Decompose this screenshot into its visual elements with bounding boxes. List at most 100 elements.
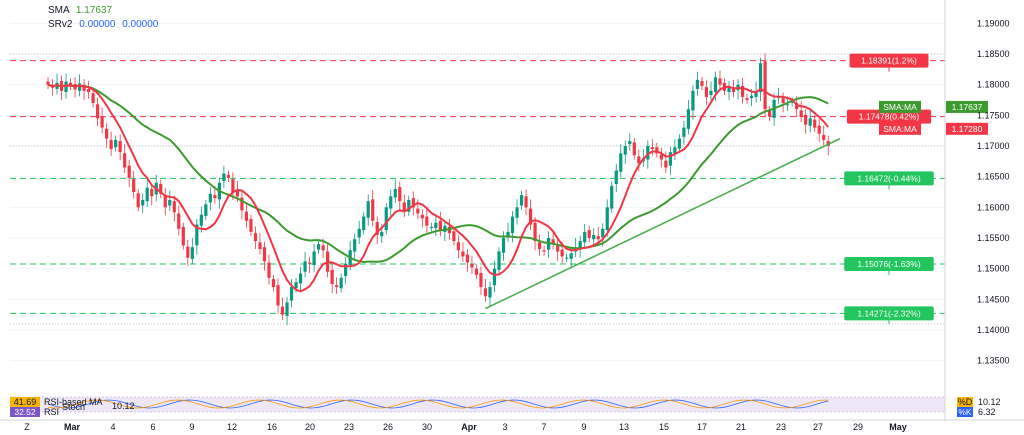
- candle-body: [749, 95, 754, 99]
- price-tick-label: 1.14000: [977, 325, 1010, 335]
- candle-body: [262, 247, 267, 262]
- candle-body: [587, 230, 591, 238]
- candle-body: [258, 242, 262, 250]
- candle-body: [501, 238, 506, 253]
- time-tick-label: 26: [383, 422, 393, 432]
- candle-body: [344, 263, 348, 277]
- candlesticks: [46, 53, 830, 326]
- legend-sma-value: 1.17637: [75, 5, 113, 16]
- price-tick-label: 1.18000: [977, 80, 1010, 90]
- time-tick-label: 20: [305, 422, 315, 432]
- candle-body: [285, 302, 289, 316]
- legend-sma-row[interactable]: SMA 1.17637: [48, 4, 158, 18]
- candle-body: [556, 245, 560, 252]
- candle-body: [362, 216, 366, 231]
- ma-name-tag: [879, 122, 921, 135]
- osc-k-label-tag: [957, 407, 973, 417]
- time-tick-label: 6: [150, 422, 155, 432]
- candle-body: [307, 262, 312, 264]
- candle-body: [46, 81, 50, 85]
- candle-body: [515, 207, 519, 218]
- candle-body: [253, 233, 258, 242]
- price-tick-label: 1.15500: [977, 233, 1010, 243]
- candle-body: [303, 261, 307, 272]
- candle-body: [632, 142, 636, 156]
- candle-body: [226, 174, 230, 178]
- price-tick-label: 1.17000: [977, 141, 1010, 151]
- candle-body: [461, 251, 465, 257]
- candle-body: [276, 285, 280, 306]
- candle-body: [592, 234, 596, 240]
- candle-body: [560, 249, 564, 257]
- time-tick-label: 9: [581, 422, 586, 432]
- level-tag-text: 1.17478(0.42%): [859, 112, 920, 122]
- trendline[interactable]: [485, 137, 841, 310]
- legend-srv2-row[interactable]: SRv2 0.00000 0.00000: [48, 18, 158, 32]
- candle-body: [700, 80, 704, 86]
- candle-body: [551, 239, 555, 245]
- candle-body: [366, 201, 370, 218]
- legend-sma-label: SMA: [48, 5, 70, 16]
- level-tag-text: 1.18391(1.2%): [861, 56, 917, 66]
- candle-body: [610, 185, 614, 209]
- candle-body: [181, 226, 185, 246]
- candle-body: [438, 220, 442, 231]
- price-tick-label: 1.17500: [977, 110, 1010, 120]
- sma-slow-line: [47, 83, 829, 264]
- indicator-legend: SMA 1.17637 SRv2 0.00000 0.00000: [48, 4, 158, 32]
- candle-body: [817, 125, 821, 134]
- ma-name-tag: [879, 100, 921, 113]
- candle-body: [605, 207, 609, 231]
- candle-body: [86, 88, 91, 93]
- price-tick-label: 1.16500: [977, 172, 1010, 182]
- horizontal-levels: [10, 53, 945, 325]
- candle-body: [808, 118, 812, 126]
- candle-body: [294, 282, 298, 289]
- level-tag-support: [844, 306, 934, 321]
- candle-body: [479, 272, 483, 288]
- candle-body: [569, 253, 573, 259]
- level-tag-support: [844, 257, 934, 272]
- candle-body: [533, 222, 537, 242]
- time-tick-label: 29: [853, 422, 863, 432]
- time-axis[interactable]: Z Mar 4 6 9 12 16 20 23 26 30 Apr 3 7 9 13 15 17 21 23 27 29 M…: [0, 419, 1024, 432]
- time-tick-label: 16: [267, 422, 277, 432]
- candle-body: [709, 90, 713, 96]
- candle-body: [474, 268, 479, 275]
- time-tick-label: 13: [619, 422, 629, 432]
- candle-body: [249, 218, 253, 232]
- candle-body: [646, 146, 650, 160]
- price-tick-label: 1.16000: [977, 202, 1010, 212]
- candle-body: [763, 61, 767, 110]
- candle-body: [190, 247, 194, 259]
- level-tags: 1.18391(1.2%) 1.17478(0.42%) 1.16472(-0.44…: [844, 53, 988, 325]
- candle-body: [813, 119, 817, 128]
- osc-k-value: 6.32: [978, 407, 996, 417]
- candle-body: [745, 98, 749, 100]
- price-tick-label: 1.13500: [977, 356, 1010, 366]
- candle-body: [77, 83, 82, 91]
- candle-body: [456, 242, 461, 251]
- level-tag-text: 1.15076(-1.63%): [857, 259, 920, 269]
- osc-ma-name: RSI-based MA: [44, 397, 103, 407]
- candle-body: [506, 231, 510, 237]
- price-tick-label: 1.15000: [977, 264, 1010, 274]
- price-tick-label: 1.19000: [977, 18, 1010, 28]
- candle-body: [804, 114, 808, 125]
- candle-body: [601, 228, 605, 238]
- price-axis[interactable]: 1.19000 1.18500 1.18000 1.17500 1.17000 1.165…: [944, 0, 1010, 420]
- candle-body: [127, 165, 131, 178]
- candle-body: [141, 199, 145, 206]
- time-tick-label: 7: [541, 422, 546, 432]
- candle-body: [240, 197, 244, 211]
- candle-body: [123, 153, 127, 168]
- candle-body: [754, 90, 758, 97]
- candle-body: [208, 193, 212, 203]
- support-trendline[interactable]: [485, 137, 841, 310]
- candle-body: [163, 195, 167, 208]
- time-tick-label: May: [889, 422, 907, 432]
- candle-body: [623, 146, 627, 155]
- candle-body: [583, 231, 587, 243]
- time-tick-label: 12: [227, 422, 237, 432]
